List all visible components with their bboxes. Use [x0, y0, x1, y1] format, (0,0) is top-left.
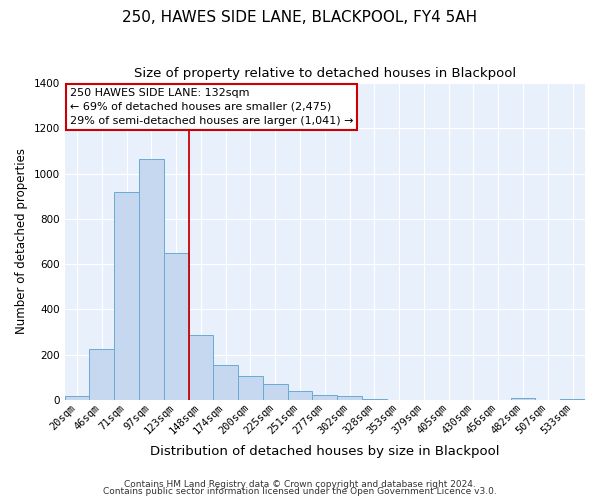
Bar	[511, 398, 535, 400]
Bar	[89, 349, 114, 400]
Bar	[263, 384, 287, 400]
Text: 250, HAWES SIDE LANE, BLACKPOOL, FY4 5AH: 250, HAWES SIDE LANE, BLACKPOOL, FY4 5AH	[122, 10, 478, 25]
Text: 250 HAWES SIDE LANE: 132sqm
← 69% of detached houses are smaller (2,475)
29% of : 250 HAWES SIDE LANE: 132sqm ← 69% of det…	[70, 88, 353, 126]
Bar	[139, 159, 164, 400]
Bar	[214, 364, 238, 400]
Text: Contains HM Land Registry data © Crown copyright and database right 2024.: Contains HM Land Registry data © Crown c…	[124, 480, 476, 489]
Bar	[313, 394, 337, 400]
Text: Contains public sector information licensed under the Open Government Licence v3: Contains public sector information licen…	[103, 487, 497, 496]
Bar	[287, 391, 313, 400]
Bar	[114, 192, 139, 400]
Bar	[362, 398, 387, 400]
Bar	[164, 252, 188, 400]
Y-axis label: Number of detached properties: Number of detached properties	[15, 148, 28, 334]
Bar	[337, 396, 362, 400]
X-axis label: Distribution of detached houses by size in Blackpool: Distribution of detached houses by size …	[150, 444, 500, 458]
Bar	[560, 398, 585, 400]
Bar	[188, 336, 214, 400]
Title: Size of property relative to detached houses in Blackpool: Size of property relative to detached ho…	[134, 68, 516, 80]
Bar	[65, 396, 89, 400]
Bar	[238, 376, 263, 400]
